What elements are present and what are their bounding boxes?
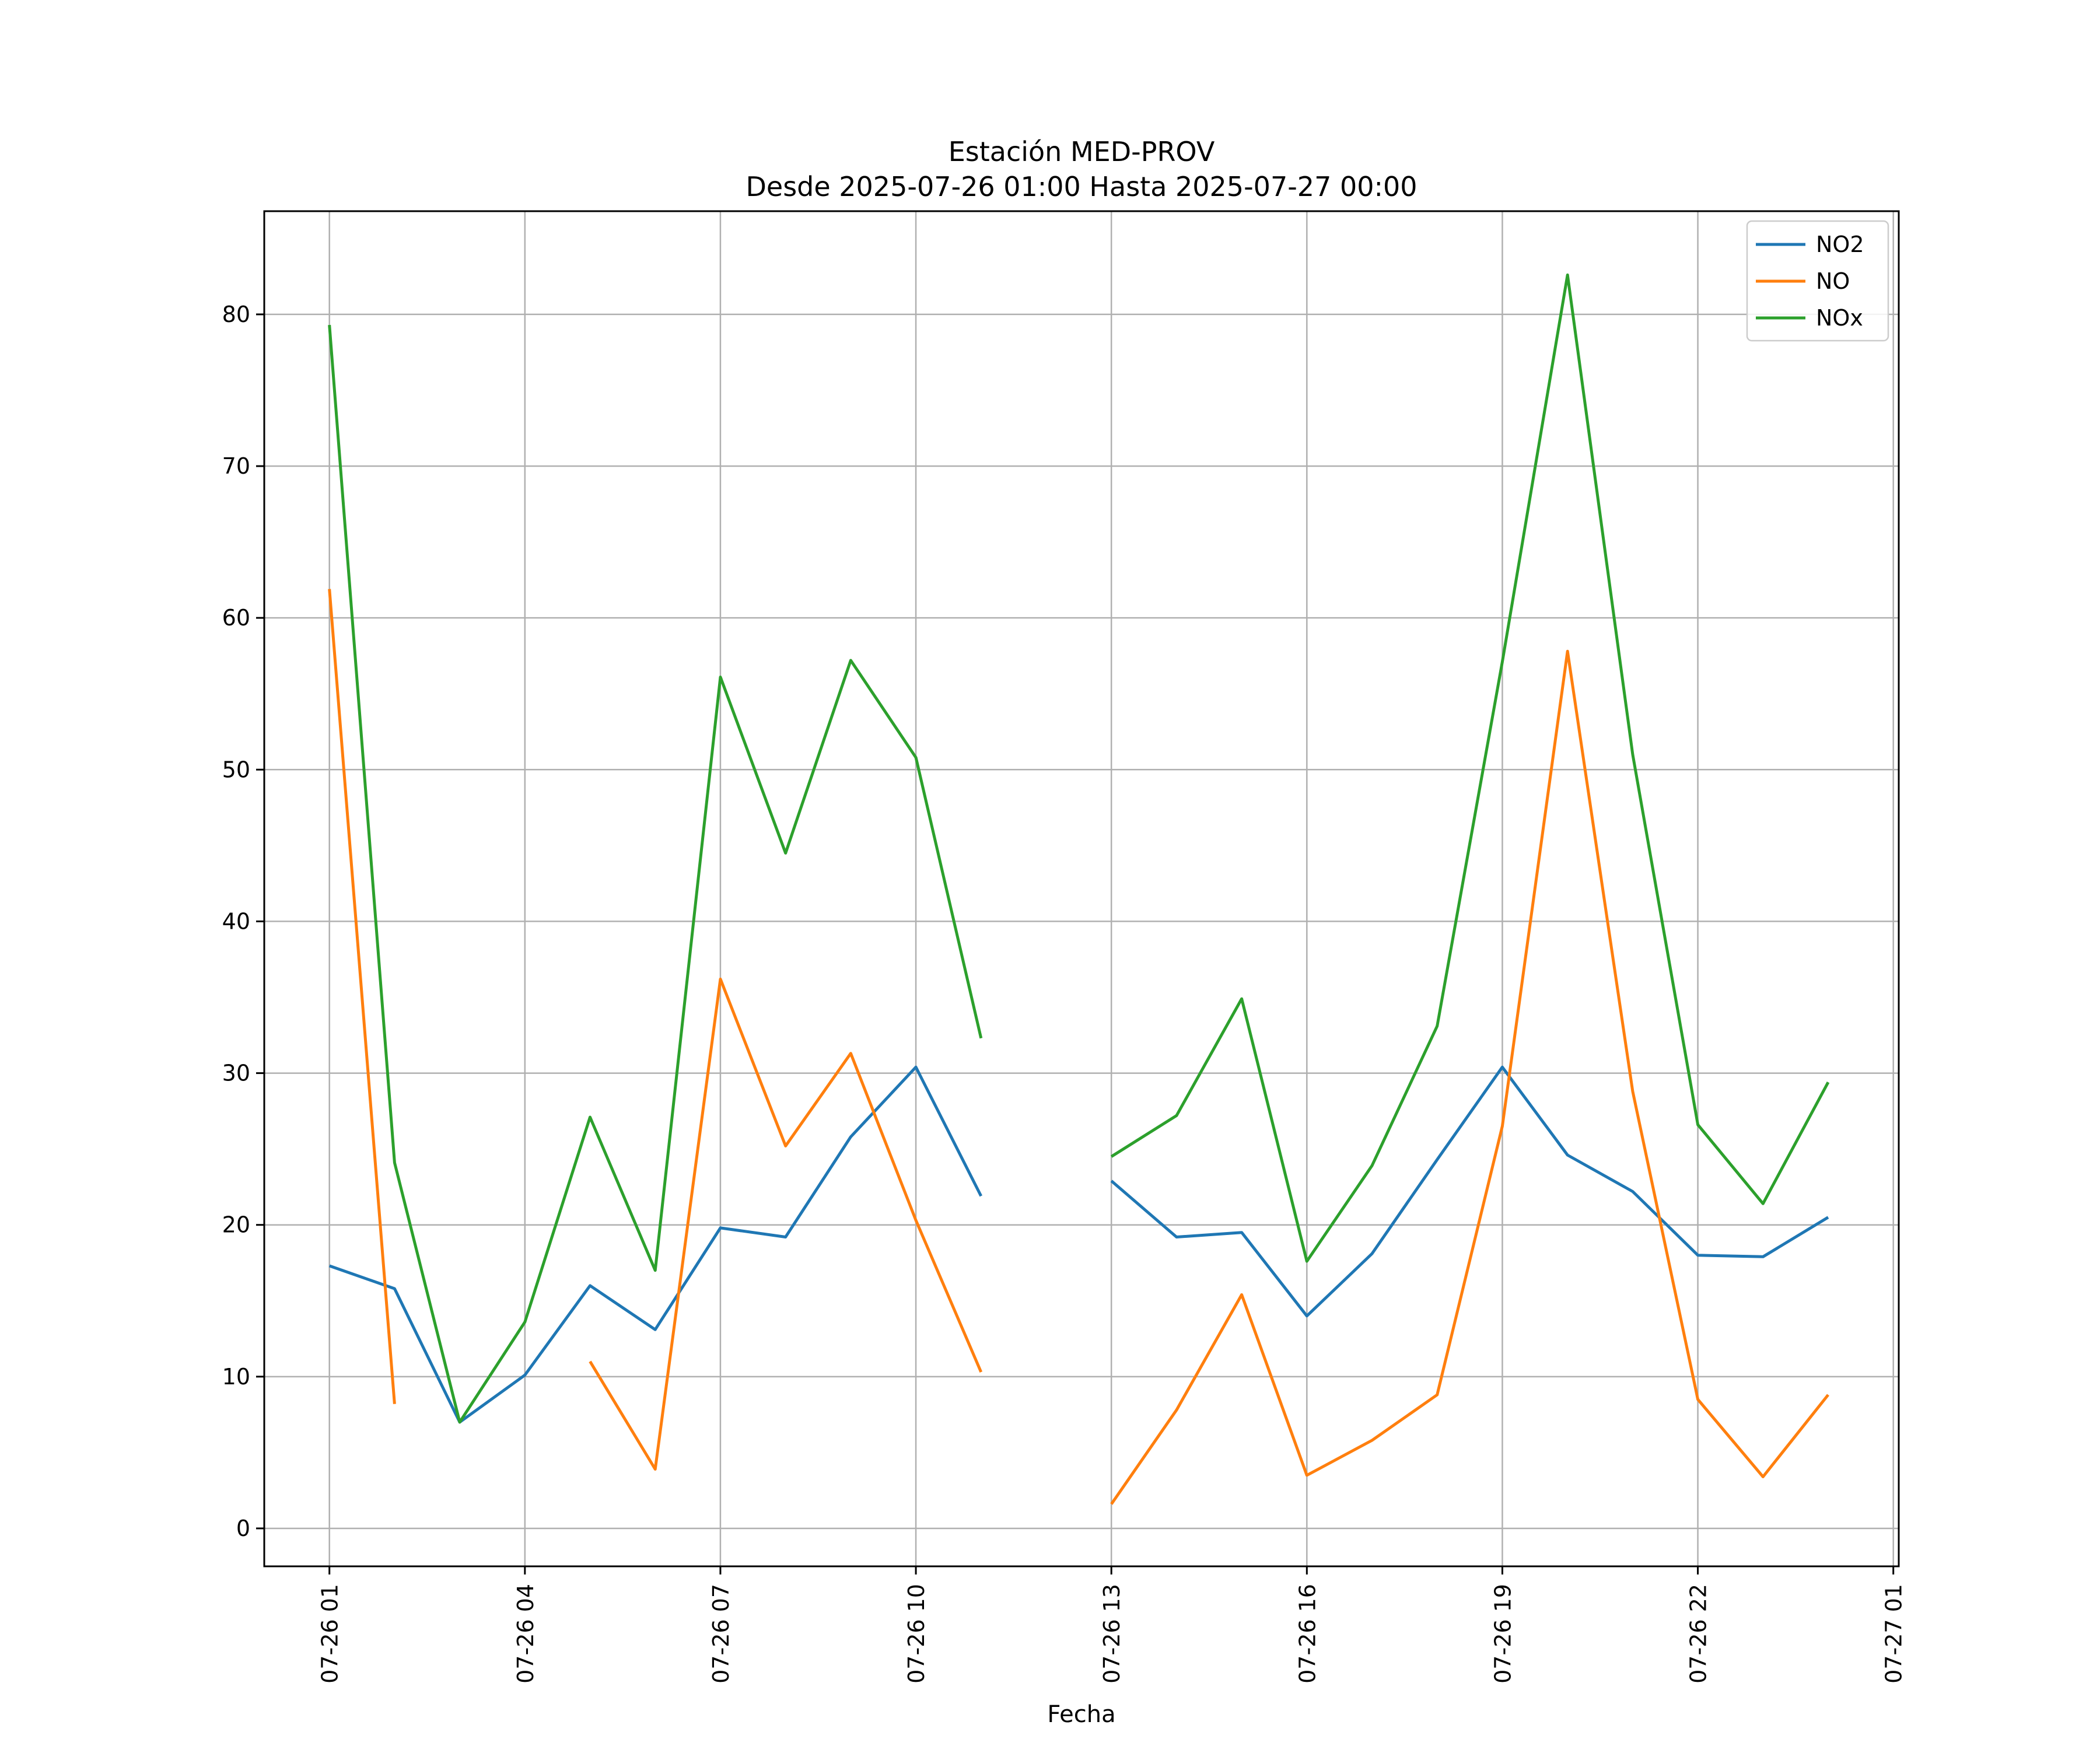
y-tick-label: 20 — [222, 1212, 250, 1238]
x-tick-label: 07-26 01 — [317, 1584, 343, 1684]
y-tick-label: 10 — [222, 1364, 250, 1390]
series-line-no — [1110, 649, 1829, 1505]
y-tick-label: 0 — [236, 1516, 250, 1541]
series-lines — [328, 273, 1830, 1505]
chart-subtitle: Desde 2025-07-26 01:00 Hasta 2025-07-27 … — [746, 171, 1417, 202]
x-tick-label: 07-27 01 — [1881, 1584, 1907, 1684]
x-tick-label: 07-26 07 — [708, 1584, 734, 1684]
x-tick-label: 07-26 19 — [1490, 1584, 1516, 1684]
x-tick-label: 07-26 22 — [1686, 1584, 1712, 1684]
legend-label: NO — [1816, 268, 1850, 294]
y-tick-label: 50 — [222, 757, 250, 782]
y-tick-label: 60 — [222, 605, 250, 631]
series-nox — [328, 273, 1830, 1424]
plot-frame — [263, 210, 1900, 1567]
grid — [264, 211, 1899, 1566]
x-tick-label: 07-26 16 — [1294, 1584, 1320, 1684]
legend-box — [1746, 220, 1889, 342]
x-tick-label: 07-26 10 — [904, 1584, 929, 1684]
series-line-no — [328, 589, 396, 1404]
legend-label: NOx — [1816, 305, 1863, 331]
series-no — [328, 589, 1829, 1505]
series-line-no2 — [328, 1065, 983, 1424]
y-tick-label: 80 — [222, 302, 250, 327]
series-no2 — [328, 1065, 1829, 1424]
legend: NO2 NO NOx — [1746, 220, 1889, 342]
axis-ticks: 07-26 01 07-26 04 07-26 07 07-26 10 07-26 13… — [222, 302, 1907, 1684]
series-line-nox — [328, 324, 983, 1424]
series-line-nox — [1110, 273, 1830, 1263]
y-tick-label: 70 — [222, 453, 250, 479]
chart-title: Estación MED-PROV — [949, 136, 1215, 167]
y-tick-label: 30 — [222, 1061, 250, 1086]
series-line-no2 — [1110, 1065, 1829, 1318]
x-axis-label: Fecha — [1047, 1701, 1115, 1728]
y-tick-label: 40 — [222, 908, 250, 934]
series-line-no — [589, 977, 983, 1471]
legend-label: NO2 — [1816, 232, 1864, 257]
x-tick-label: 07-26 13 — [1099, 1584, 1125, 1684]
x-tick-label: 07-26 04 — [513, 1584, 538, 1684]
